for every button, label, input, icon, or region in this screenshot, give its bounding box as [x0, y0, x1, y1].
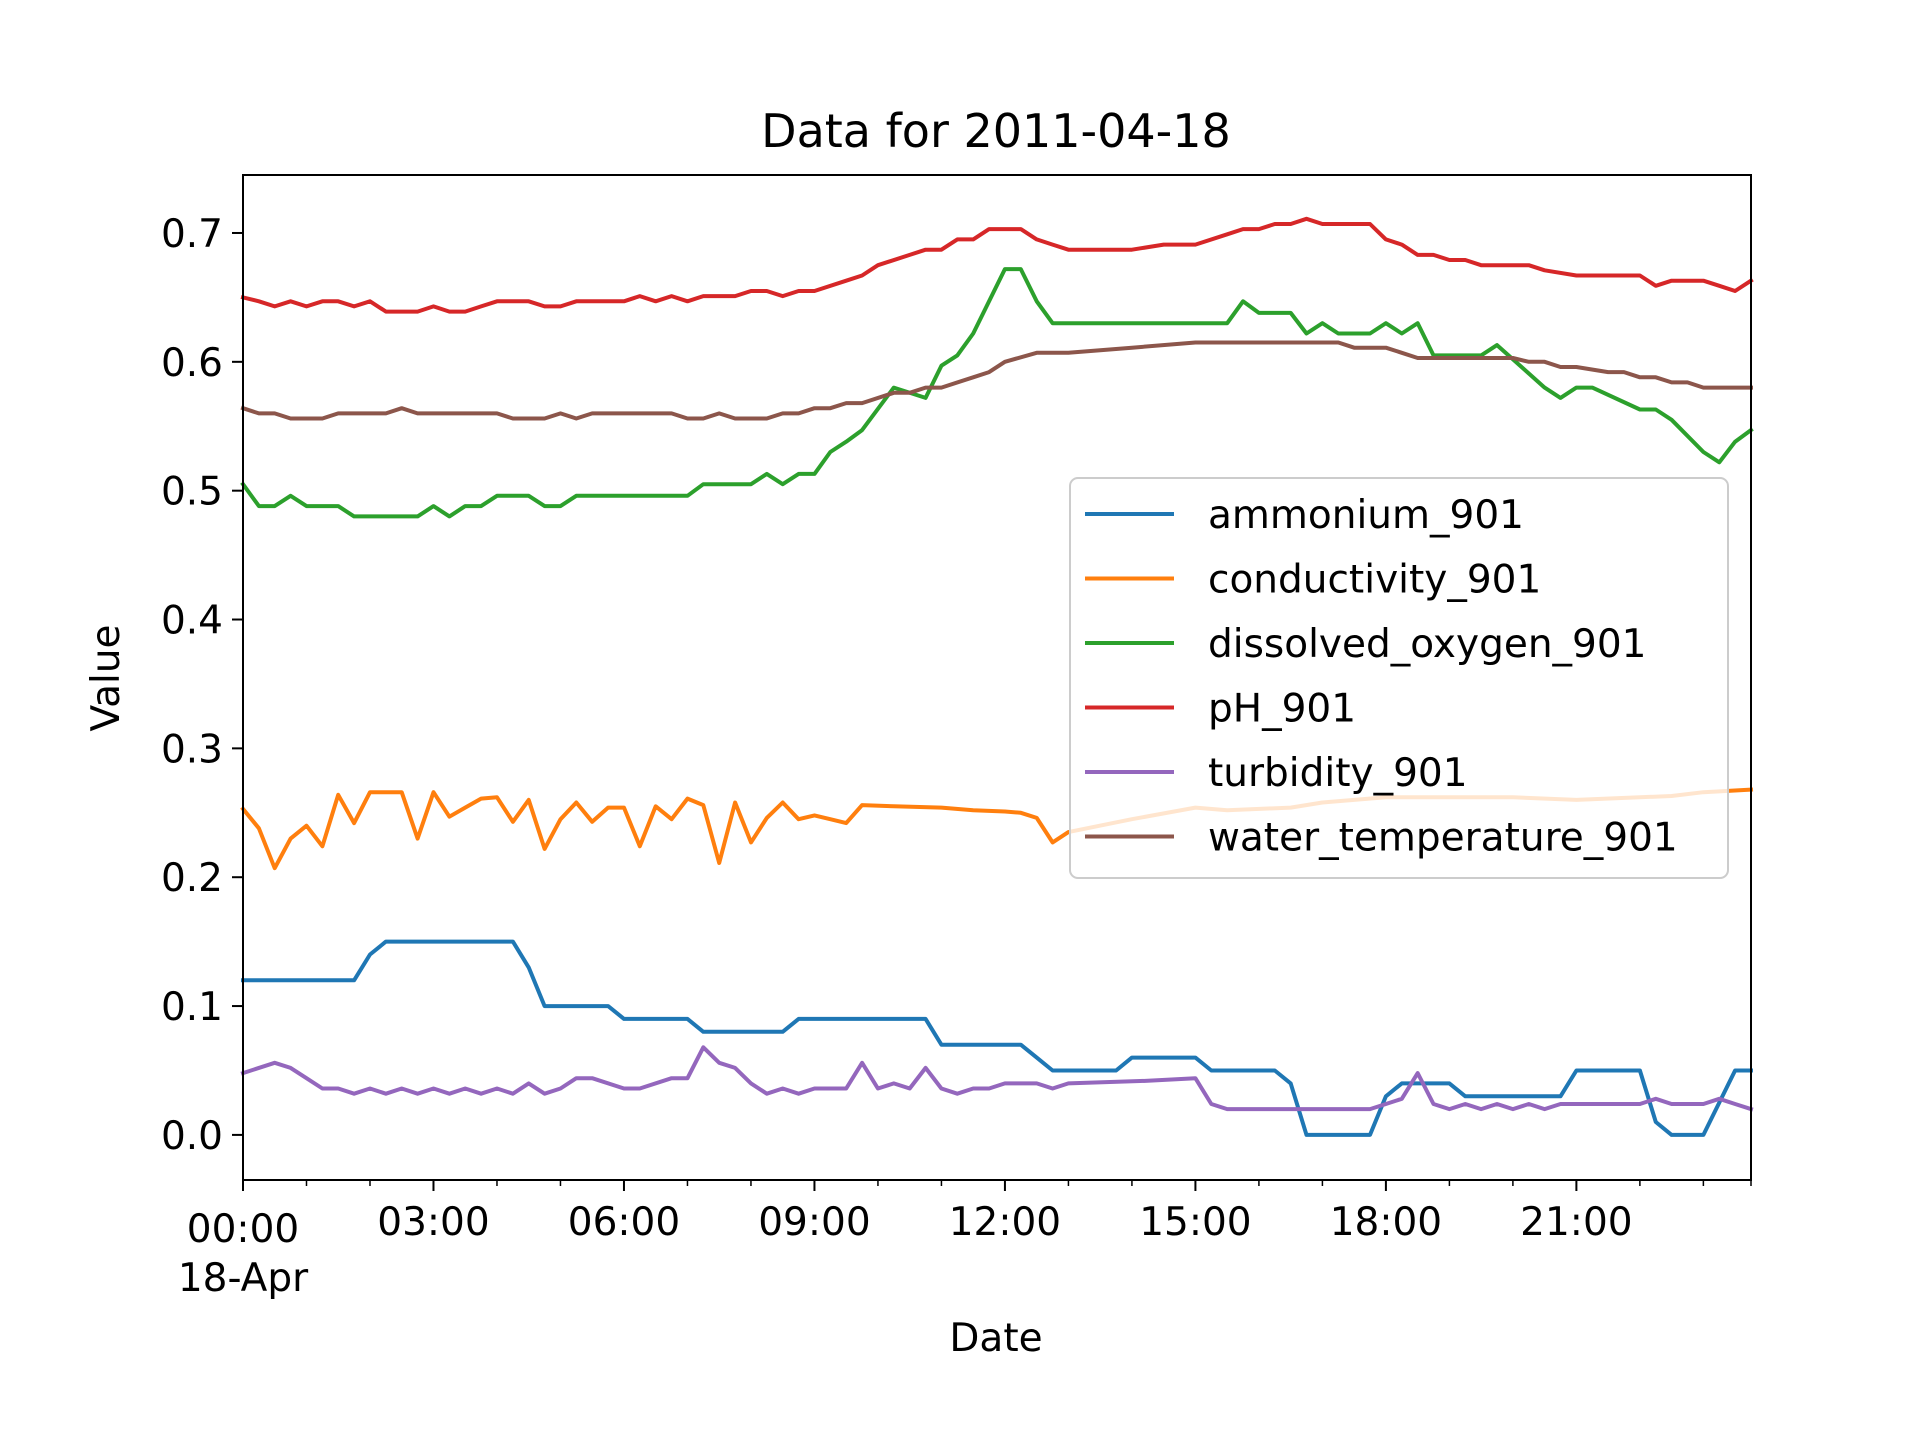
y-tick-label: 0.4	[161, 599, 223, 644]
x-tick-label: 00:00	[187, 1207, 299, 1252]
chart-title: Data for 2011-04-18	[761, 104, 1231, 158]
series-layer	[240, 216, 1754, 1137]
x-tick-label: 09:00	[758, 1200, 870, 1245]
x-tick-label: 03:00	[377, 1200, 489, 1245]
y-tick-label: 0.1	[161, 985, 223, 1030]
series-line-dissolved-oxygen-901	[240, 267, 1754, 519]
legend-label-ammonium-901: ammonium_901	[1208, 493, 1524, 538]
legend-label-dissolved-oxygen-901: dissolved_oxygen_901	[1208, 622, 1646, 667]
plot-frame	[242, 174, 1752, 1181]
series-line-ammonium-901	[241, 939, 1753, 1137]
y-tick-label: 0.6	[161, 341, 223, 386]
x-tick-label: 12:00	[949, 1200, 1061, 1245]
legend-label-ph-901: pH_901	[1208, 687, 1356, 732]
series-line-water-temperature-901	[240, 340, 1753, 421]
x-tick-label: 21:00	[1520, 1200, 1632, 1245]
x-tick-label: 18:00	[1330, 1200, 1442, 1245]
y-tick-label: 0.7	[161, 212, 223, 257]
legend-frame	[1069, 477, 1729, 879]
y-tick-label: 0.2	[161, 856, 223, 901]
x-tick-sublabel: 18-Apr	[178, 1256, 309, 1301]
legend-label-water-temperature-901: water_temperature_901	[1208, 816, 1678, 861]
y-axis: 0.0 0.1 0.2 0.3 0.4 0.5 0.6 0.7	[161, 212, 243, 1159]
legend-label-turbidity-901: turbidity_901	[1208, 751, 1468, 796]
y-tick-label: 0.5	[161, 470, 223, 515]
series-line-ph-901	[240, 216, 1754, 314]
legend-entries: ammonium_901 conductivity_901 dissolved_ox…	[1085, 493, 1678, 861]
legend: ammonium_901 conductivity_901 dissolved_ox…	[1069, 477, 1729, 879]
legend-label-conductivity-901: conductivity_901	[1208, 558, 1541, 603]
y-tick-label: 0.3	[161, 727, 223, 772]
series-line-turbidity-901	[240, 1045, 1754, 1112]
y-tick-label: 0.0	[161, 1114, 223, 1159]
y-axis-title: Value	[84, 624, 129, 731]
x-axis-title: Date	[949, 1316, 1042, 1361]
x-tick-label: 06:00	[568, 1200, 680, 1245]
x-tick-label: 15:00	[1139, 1200, 1251, 1245]
